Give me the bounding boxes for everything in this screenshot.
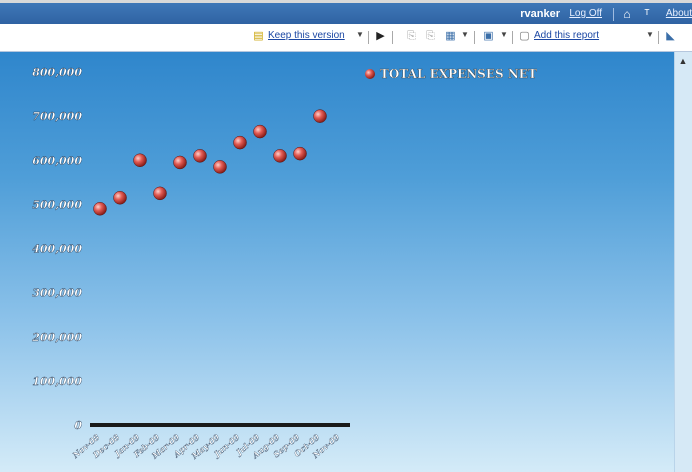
data-point-marker [313,109,327,123]
y-tick-label: 0 [74,419,82,432]
legend-marker [365,69,375,79]
data-point-marker [273,149,287,163]
keep-version-link[interactable]: Keep this version [268,30,345,41]
toolbar-divider [392,31,393,44]
data-point-marker [153,186,167,201]
chart-icon[interactable]: ◣ [666,30,675,42]
header-divider [613,8,614,21]
username-label: rvanker [520,8,560,20]
y-tick-label: 300,000 [32,287,82,300]
x-axis-ticks: Nov-08Dec-08Jan-09Feb-09Mar-09Apr-09May-… [70,431,342,461]
data-point-marker [173,155,187,170]
add-report-icon[interactable]: ▢ [519,30,530,42]
copy-icon[interactable]: ⎘ [407,30,416,42]
save-dropdown[interactable]: ▼ [500,30,508,39]
report-toolbar: ▤ Keep this version ▼ ▶ ⎘ ⎘ ▦ ▼ ▣ ▼ ▢ Ad… [0,24,692,52]
home-icon[interactable]: ⌂ [623,7,631,21]
about-link[interactable]: About [665,8,692,19]
y-tick-label: 400,000 [32,243,82,256]
data-point-marker [213,160,227,174]
y-tick-label: 700,000 [32,110,82,123]
scroll-up-arrow[interactable]: ▲ [678,56,688,66]
logoff-link[interactable]: Log Off [569,8,602,19]
add-report-dropdown[interactable]: ▼ [646,30,654,39]
scatter-chart: 0 100,000 200,000 300,000 400,000 500,000 600,… [31,66,537,462]
vertical-scrollbar[interactable]: ▲ [674,52,692,472]
data-point-marker [293,146,307,161]
add-report-link[interactable]: Add this report [534,30,600,41]
toolbar-divider [474,31,475,44]
toolbar-divider [512,31,513,44]
y-tick-label: 100,000 [32,375,82,388]
data-markers [93,109,327,216]
layout-icon[interactable]: ▦ [445,30,456,42]
help-icon[interactable]: ᵀ [644,7,650,21]
y-tick-label: 800,000 [32,66,82,79]
legend-label: TOTAL EXPENSES NET [380,67,537,81]
save-icon[interactable]: ▣ [483,30,494,42]
data-point-marker [93,202,107,216]
keep-version-icon[interactable]: ▤ [253,30,264,42]
keep-version-dropdown[interactable]: ▼ [356,30,364,39]
layout-dropdown[interactable]: ▼ [461,30,469,39]
paste-icon[interactable]: ⎘ [426,30,435,42]
y-tick-label: 200,000 [31,331,82,344]
y-tick-label: 500,000 [32,198,82,211]
y-axis-ticks: 0 100,000 200,000 300,000 400,000 500,000 600,… [31,66,83,432]
toolbar-divider [368,31,369,44]
data-point-marker [113,191,127,205]
toolbar-divider [658,31,659,44]
data-point-marker [133,153,147,167]
data-point-marker [233,135,247,150]
y-tick-label: 600,000 [32,154,82,167]
data-point-marker [253,124,267,139]
top-header-bar: rvanker Log Off ⌂ ᵀ About [0,0,692,24]
chart-panel: 0 100,000 200,000 300,000 400,000 500,000 600,… [0,52,692,472]
data-point-marker [193,149,207,163]
run-icon[interactable]: ▶ [376,30,385,42]
